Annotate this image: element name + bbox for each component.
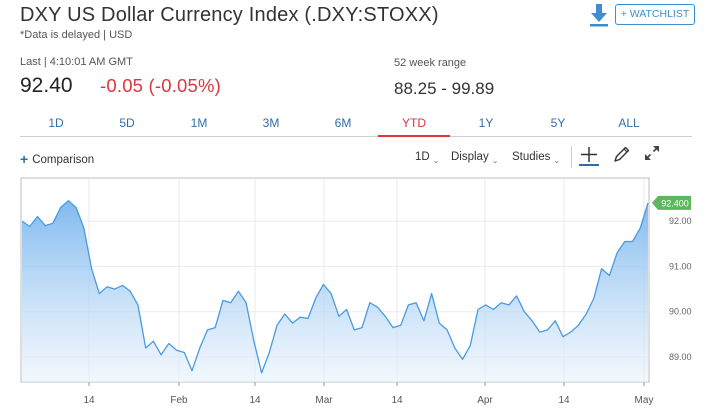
display-label: Display: [451, 151, 489, 163]
x-tick-label: 14: [83, 395, 95, 406]
chevron-down-icon: ⌄: [491, 156, 499, 165]
x-tick-label: Feb: [170, 395, 188, 406]
studies-dropdown[interactable]: Studies ⌄: [512, 151, 560, 165]
comparison-label: Comparison: [32, 154, 95, 166]
add-to-watchlist-button[interactable]: + WATCHLIST: [615, 4, 695, 25]
tab-1y[interactable]: 1Y: [478, 116, 494, 130]
chevron-down-icon: ⌄: [432, 156, 440, 165]
tab-1d[interactable]: 1D: [48, 116, 64, 130]
price-change: -0.05 (-0.05%): [100, 75, 222, 96]
x-tick-label: May: [635, 395, 654, 406]
expand-icon[interactable]: [642, 143, 662, 163]
x-tick-label: Apr: [477, 395, 493, 406]
week-range-label: 52 week range: [394, 57, 467, 69]
tab-5d[interactable]: 5D: [119, 116, 135, 130]
x-tick-label: 14: [558, 395, 570, 406]
tab-all[interactable]: ALL: [618, 116, 640, 130]
studies-label: Studies: [512, 151, 551, 163]
last-update-label: Last | 4:10:01 AM GMT: [20, 56, 133, 68]
page-title: DXY US Dollar Currency Index (.DXY:STOXX…: [20, 4, 439, 26]
current-price-tag: [652, 195, 691, 210]
plus-icon: +: [20, 151, 29, 167]
y-tick-label: 90.00: [669, 307, 692, 317]
tab-5y[interactable]: 5Y: [550, 116, 566, 130]
interval-dropdown[interactable]: 1D ⌄: [415, 151, 439, 165]
data-delay-note: *Data is delayed | USD: [20, 29, 133, 41]
last-price: 92.40: [20, 74, 73, 97]
tab-3m[interactable]: 3M: [262, 116, 280, 130]
price-chart[interactable]: 89.00 90.00 91.00 92.00 14 Feb 14 Mar 14 Apr 14 May…: [19, 176, 709, 413]
tab-1m[interactable]: 1M: [190, 116, 208, 130]
chevron-down-icon: ⌄: [553, 156, 561, 165]
x-tick-label: Mar: [315, 395, 333, 406]
period-tabs: 1D 5D 1M 3M 6M YTD 1Y 5Y ALL: [20, 112, 692, 137]
pencil-icon[interactable]: [612, 144, 632, 164]
tab-6m[interactable]: 6M: [334, 116, 352, 130]
current-price-label: 92.400: [661, 198, 689, 208]
week-range-value: 88.25 - 99.89: [394, 79, 495, 98]
comparison-button[interactable]: + Comparison: [20, 151, 94, 167]
toolbar-divider: [571, 146, 572, 168]
interval-label: 1D: [415, 151, 430, 163]
x-tick-label: 14: [249, 395, 261, 406]
series-line: [21, 200, 649, 374]
y-tick-label: 92.00: [669, 216, 692, 226]
download-icon[interactable]: [588, 3, 610, 27]
tab-ytd[interactable]: YTD: [378, 116, 450, 137]
series-area: [22, 200, 648, 382]
y-tick-label: 91.00: [669, 261, 692, 271]
y-tick-label: 89.00: [669, 352, 692, 362]
x-tick-label: 14: [391, 395, 403, 406]
crosshair-icon[interactable]: [578, 145, 600, 167]
display-dropdown[interactable]: Display ⌄: [451, 151, 498, 165]
